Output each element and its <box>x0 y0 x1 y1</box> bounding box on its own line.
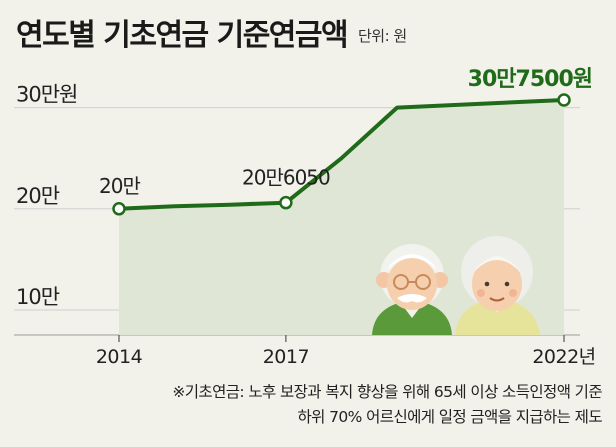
x-tick-label: 2022년 <box>532 346 595 368</box>
x-tick-label: 2017 <box>263 346 309 368</box>
data-label: 30만7500원 <box>468 67 592 92</box>
y-tick-label: 20만 <box>16 184 60 208</box>
data-label: 20만 <box>99 174 140 198</box>
chart-unit: 단위: 원 <box>358 27 407 45</box>
x-axis-ticks: 2014 2017 2022년 <box>96 335 596 368</box>
data-markers <box>112 93 571 216</box>
footnote-line-2: 하위 70% 어르신에게 일정 금액을 지급하는 제도 <box>297 408 603 426</box>
y-tick-label: 10만 <box>16 285 60 309</box>
data-label: 20만6050 <box>242 166 330 190</box>
data-labels: 20만 20만6050 30만7500원 <box>99 67 593 198</box>
y-tick-label: 30만원 <box>16 83 77 107</box>
elderly-couple-illustration <box>372 236 540 335</box>
chart-title: 연도별 기초연금 기준연금액 <box>16 18 349 53</box>
data-point-marker <box>112 202 126 216</box>
footnote-line-1: ※기초연금: 노후 보장과 복지 향상을 위해 65세 이상 소득인정액 기준 <box>172 383 602 401</box>
y-axis-ticks: 30만원 20만 10만 <box>16 83 78 309</box>
x-tick-label: 2014 <box>96 346 143 368</box>
data-point-marker <box>279 195 293 210</box>
footnote: ※기초연금: 노후 보장과 복지 향상을 위해 65세 이상 소득인정액 기준 … <box>172 380 602 430</box>
area-fill <box>119 100 564 335</box>
data-point-marker <box>557 93 571 107</box>
